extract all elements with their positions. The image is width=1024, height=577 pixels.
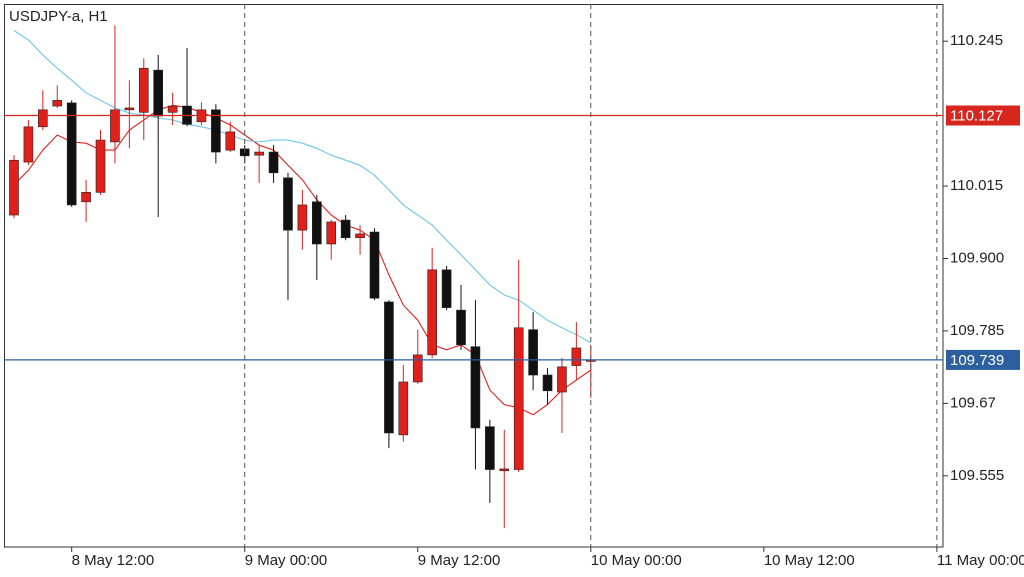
candle-body bbox=[398, 381, 409, 436]
x-tick-label: 9 May 12:00 bbox=[418, 552, 501, 569]
x-tick-label: 10 May 12:00 bbox=[764, 552, 855, 569]
candle-body bbox=[427, 269, 437, 356]
candle-body bbox=[412, 354, 423, 383]
candle-body bbox=[441, 269, 452, 308]
chart-title: USDJPY-a, H1 bbox=[9, 8, 108, 25]
candle-body bbox=[297, 204, 308, 231]
x-tick-label: 9 May 00:00 bbox=[245, 552, 328, 569]
y-tick-label: 110.015 bbox=[950, 177, 1003, 194]
candle-body bbox=[513, 327, 524, 470]
candle-body bbox=[557, 366, 567, 393]
x-tick-label: 11 May 00:00 bbox=[937, 552, 1024, 569]
candle-body bbox=[470, 346, 481, 429]
price-label: 110.127 bbox=[950, 107, 1003, 124]
y-tick-label: 110.245 bbox=[950, 32, 1003, 49]
candle-body bbox=[542, 374, 553, 392]
candle-body bbox=[167, 105, 178, 113]
x-tick-label: 8 May 12:00 bbox=[72, 552, 155, 569]
candle-body bbox=[312, 201, 322, 245]
candle-body bbox=[23, 126, 34, 163]
candle-body bbox=[528, 329, 538, 376]
candle-body bbox=[138, 67, 149, 113]
candle-body bbox=[9, 159, 19, 216]
candle-body bbox=[485, 426, 495, 470]
price-label-box bbox=[946, 349, 1020, 370]
candle-body bbox=[384, 301, 394, 434]
y-tick-label: 109.555 bbox=[950, 467, 1004, 484]
candle-body bbox=[95, 139, 106, 193]
candle-body bbox=[369, 231, 380, 299]
candle-body bbox=[254, 151, 264, 156]
y-tick-label: 109.785 bbox=[950, 322, 1004, 339]
moving-average bbox=[13, 30, 592, 344]
candle-body bbox=[571, 347, 582, 366]
x-tick-label: 10 May 00:00 bbox=[591, 552, 682, 569]
candle-body bbox=[268, 151, 279, 174]
price-label-box bbox=[946, 105, 1020, 126]
candle-body bbox=[124, 107, 135, 111]
y-tick-label: 109.900 bbox=[950, 249, 1004, 266]
candle-body bbox=[355, 233, 365, 239]
candle-body bbox=[110, 109, 120, 143]
candle-body bbox=[499, 468, 510, 472]
candle-body bbox=[66, 102, 77, 206]
y-tick-label: 109.67 bbox=[950, 394, 996, 411]
candle-body bbox=[211, 109, 221, 153]
plot-area bbox=[9, 25, 596, 529]
moving-average bbox=[13, 104, 592, 416]
candle-body bbox=[283, 177, 293, 231]
plot-frame bbox=[4, 4, 944, 548]
candle-body bbox=[326, 221, 337, 245]
candle-body bbox=[81, 192, 91, 203]
candle-body bbox=[225, 131, 236, 151]
candle-body bbox=[153, 69, 163, 117]
price-label: 109.739 bbox=[950, 352, 1004, 369]
candle-body bbox=[456, 309, 466, 346]
candle-body bbox=[52, 100, 63, 107]
candle-body bbox=[340, 219, 351, 239]
candle-body bbox=[38, 109, 48, 128]
